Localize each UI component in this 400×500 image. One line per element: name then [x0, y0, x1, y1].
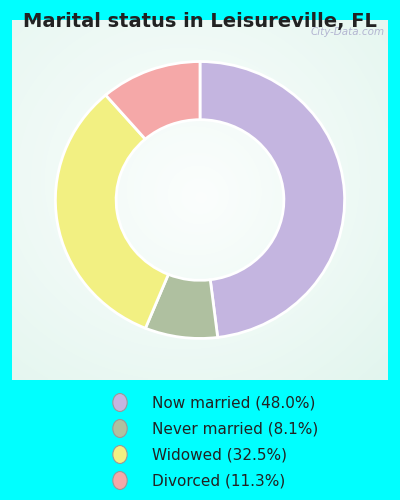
Wedge shape — [55, 95, 168, 328]
Text: City-Data.com: City-Data.com — [311, 27, 385, 37]
Text: Now married (48.0%): Now married (48.0%) — [152, 395, 315, 410]
Text: Marital status in Leisureville, FL: Marital status in Leisureville, FL — [23, 12, 377, 32]
Text: Never married (8.1%): Never married (8.1%) — [152, 421, 318, 436]
Text: Widowed (32.5%): Widowed (32.5%) — [152, 447, 287, 462]
Wedge shape — [200, 62, 345, 338]
Wedge shape — [146, 274, 218, 338]
Wedge shape — [106, 62, 200, 139]
Text: Divorced (11.3%): Divorced (11.3%) — [152, 473, 285, 488]
